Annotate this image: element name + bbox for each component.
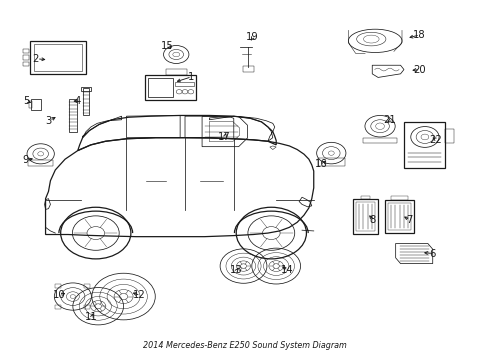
Bar [390, 196, 407, 201]
Text: 2: 2 [33, 54, 39, 64]
Text: 20: 20 [412, 64, 425, 75]
Bar [55, 284, 61, 288]
Bar [360, 196, 369, 199]
Bar [242, 66, 254, 72]
Text: 5: 5 [23, 96, 29, 106]
Text: 22: 22 [428, 135, 441, 145]
Text: 4: 4 [75, 96, 81, 106]
Bar [84, 305, 90, 309]
Bar [81, 87, 91, 91]
Text: 21: 21 [383, 115, 395, 125]
Bar [317, 158, 344, 166]
Bar [31, 99, 41, 110]
Text: 13: 13 [229, 265, 242, 275]
Bar [144, 75, 196, 100]
Bar [30, 41, 86, 74]
Bar [147, 78, 173, 97]
Bar [83, 88, 89, 116]
Text: 8: 8 [368, 215, 375, 225]
Text: 14: 14 [281, 265, 293, 275]
Bar [28, 160, 53, 166]
Text: 17: 17 [217, 132, 230, 142]
Text: 18: 18 [412, 30, 425, 40]
Bar [404, 122, 445, 168]
Bar [165, 69, 186, 75]
Text: 6: 6 [428, 248, 434, 258]
Bar [384, 201, 413, 233]
Bar [55, 305, 61, 309]
Text: 1: 1 [187, 72, 194, 82]
Text: 12: 12 [133, 291, 146, 301]
Bar [23, 55, 29, 59]
Text: 2014 Mercedes-Benz E250 Sound System Diagram: 2014 Mercedes-Benz E250 Sound System Dia… [142, 341, 346, 350]
Text: 3: 3 [45, 116, 52, 126]
Text: 16: 16 [315, 159, 327, 169]
Bar [23, 49, 29, 53]
Bar [84, 284, 90, 288]
Text: 11: 11 [84, 312, 97, 322]
Text: 15: 15 [161, 41, 173, 50]
Bar [23, 62, 29, 66]
Text: 10: 10 [53, 291, 65, 301]
Bar [352, 199, 377, 234]
Bar [445, 130, 453, 143]
Bar [29, 101, 32, 108]
Text: 19: 19 [245, 32, 258, 42]
Bar [175, 82, 193, 86]
Bar [34, 44, 82, 71]
Bar [69, 99, 77, 132]
Bar [355, 202, 374, 231]
Text: 7: 7 [406, 215, 412, 225]
Bar [387, 203, 410, 230]
Text: 9: 9 [23, 155, 29, 165]
